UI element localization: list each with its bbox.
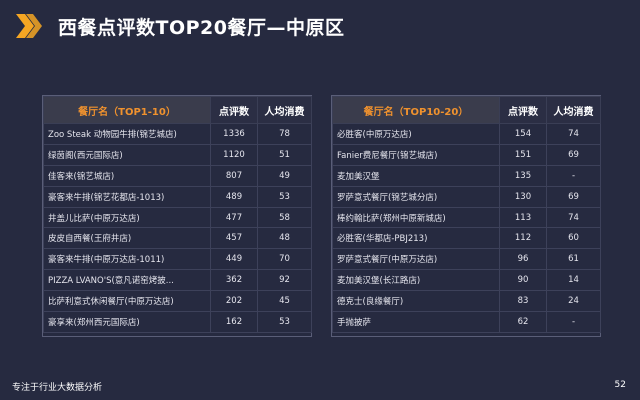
restaurant-name-cell: 麦加美汉堡 — [332, 164, 500, 187]
review-count-cell: 113 — [499, 206, 547, 229]
restaurant-name-cell: 必胜客(中原万达店) — [332, 123, 500, 145]
avg-spend-cell: 45 — [257, 290, 312, 313]
restaurant-name-cell: 德克士(良缘餐厅) — [332, 290, 500, 313]
review-count-cell: 62 — [499, 311, 547, 333]
restaurant-name-cell: 佳客来(锦艺城店) — [43, 164, 211, 187]
footer-tagline: 专注于行业大数据分析 — [12, 383, 103, 393]
column-header-reviews: 点评数 — [210, 96, 258, 124]
avg-spend-cell: 49 — [257, 164, 312, 187]
restaurant-name-cell: Fanier费尼餐厅(锦艺城店) — [332, 143, 500, 166]
column-header-restaurant: 餐厅名（TOP10-20） — [332, 96, 500, 124]
table-row: PIZZA LVANO'S(意凡诺窑烤披... 362 92 — [43, 269, 312, 292]
review-count-cell: 154 — [499, 123, 547, 145]
table-row: 麦加美汉堡 135- — [332, 164, 601, 187]
column-header-avg-spend: 人均消费 — [257, 96, 312, 124]
avg-spend-cell: 53 — [257, 311, 312, 333]
avg-spend-cell: 69 — [546, 143, 601, 166]
review-count-cell: 477 — [210, 206, 258, 229]
review-count-cell: 90 — [499, 269, 547, 292]
restaurant-name-cell: 棒约翰比萨(郑州中原新城店) — [332, 206, 500, 229]
review-count-cell: 457 — [210, 227, 258, 250]
review-count-cell: 151 — [499, 143, 547, 166]
table-row: 麦加美汉堡(长江路店) 90 14 — [332, 269, 601, 292]
review-count-cell: 449 — [210, 248, 258, 271]
column-header-restaurant: 餐厅名（TOP1-10） — [43, 96, 211, 124]
restaurant-name-cell: 皮皮自西餐(王府井店) — [43, 227, 211, 250]
table-header-row: 餐厅名（TOP1-10） 点评数 人均消费 — [43, 96, 312, 124]
avg-spend-cell: 92 — [257, 269, 312, 292]
table-row: 豪享来(郑州西元国际店) 162 53 — [43, 311, 312, 333]
review-count-cell: 202 — [210, 290, 258, 313]
page-number: 52 — [614, 380, 626, 390]
table-row: 手抛披萨 62- — [332, 311, 601, 333]
avg-spend-cell: 24 — [546, 290, 601, 313]
avg-spend-cell: 48 — [257, 227, 312, 250]
table-row: Zoo Steak 动物园牛排(锦艺城店) 1336 78 — [43, 123, 312, 145]
table-row: 棒约翰比萨(郑州中原新城店) 113 74 — [332, 206, 601, 229]
table-row: 德克士(良缘餐厅) 83 24 — [332, 290, 601, 313]
avg-spend-cell: 14 — [546, 269, 601, 292]
review-count-cell: 96 — [499, 248, 547, 271]
restaurant-name-cell: 手抛披萨 — [332, 311, 500, 333]
table-row: 豪客来牛排(中原万达店-1011) 449 70 — [43, 248, 312, 271]
avg-spend-cell: 69 — [546, 185, 601, 208]
restaurant-name-cell: 豪享来(郑州西元国际店) — [43, 311, 211, 333]
title-bar: 西餐点评数TOP20餐厅—中原区 — [14, 12, 344, 40]
restaurant-name-cell: 麦加美汉堡(长江路店) — [332, 269, 500, 292]
review-count-cell: 83 — [499, 290, 547, 313]
table-row: 井盖儿比萨(中原万达店) 477 58 — [43, 206, 312, 229]
avg-spend-cell: 78 — [257, 123, 312, 145]
table-header-row: 餐厅名（TOP10-20） 点评数 人均消费 — [332, 96, 601, 124]
table-row: 罗萨意式餐厅(中原万达店) 96 61 — [332, 248, 601, 271]
restaurant-name-cell: 绿茵阁(西元国际店) — [43, 143, 211, 166]
review-count-cell: 1120 — [210, 143, 258, 166]
table-row: 罗萨意式餐厅(锦艺城分店) 130 69 — [332, 185, 601, 208]
avg-spend-cell: 74 — [546, 123, 601, 145]
table-row: 比萨利意式休闲餐厅(中原万达店) 202 45 — [43, 290, 312, 313]
restaurant-name-cell: 必胜客(华都店-PBJ213) — [332, 227, 500, 250]
restaurant-name-cell: 比萨利意式休闲餐厅(中原万达店) — [43, 290, 211, 313]
table-row: 豪客来牛排(锦艺花都店-1013) 489 53 — [43, 185, 312, 208]
review-count-cell: 362 — [210, 269, 258, 292]
avg-spend-cell: 53 — [257, 185, 312, 208]
restaurant-name-cell: 罗萨意式餐厅(中原万达店) — [332, 248, 500, 271]
avg-spend-cell: 74 — [546, 206, 601, 229]
avg-spend-cell: 61 — [546, 248, 601, 271]
avg-spend-cell: - — [546, 164, 601, 187]
table-row: Fanier费尼餐厅(锦艺城店) 151 69 — [332, 143, 601, 166]
table-row: 佳客来(锦艺城店) 807 49 — [43, 164, 312, 187]
avg-spend-cell: 60 — [546, 227, 601, 250]
column-header-avg-spend: 人均消费 — [546, 96, 601, 124]
review-count-cell: 130 — [499, 185, 547, 208]
restaurant-name-cell: 井盖儿比萨(中原万达店) — [43, 206, 211, 229]
review-count-cell: 162 — [210, 311, 258, 333]
double-chevron-icon — [14, 12, 44, 40]
ranking-table-top10-20: 餐厅名（TOP10-20） 点评数 人均消费 必胜客(中原万达店) 154 74 Fa… — [331, 95, 601, 337]
review-count-cell: 135 — [499, 164, 547, 187]
page-title: 西餐点评数TOP20餐厅—中原区 — [58, 16, 345, 39]
column-header-reviews: 点评数 — [499, 96, 547, 124]
avg-spend-cell: - — [546, 311, 601, 333]
review-count-cell: 1336 — [210, 123, 258, 145]
table-row: 必胜客(中原万达店) 154 74 — [332, 123, 601, 145]
review-count-cell: 489 — [210, 185, 258, 208]
restaurant-name-cell: PIZZA LVANO'S(意凡诺窑烤披... — [43, 269, 211, 292]
table-row: 绿茵阁(西元国际店) 1120 51 — [43, 143, 312, 166]
table-row: 皮皮自西餐(王府井店) 457 48 — [43, 227, 312, 250]
restaurant-name-cell: 豪客来牛排(中原万达店-1011) — [43, 248, 211, 271]
table-row: 必胜客(华都店-PBJ213) 112 60 — [332, 227, 601, 250]
restaurant-name-cell: 罗萨意式餐厅(锦艺城分店) — [332, 185, 500, 208]
restaurant-name-cell: Zoo Steak 动物园牛排(锦艺城店) — [43, 123, 211, 145]
restaurant-name-cell: 豪客来牛排(锦艺花都店-1013) — [43, 185, 211, 208]
review-count-cell: 112 — [499, 227, 547, 250]
ranking-table-top1-10: 餐厅名（TOP1-10） 点评数 人均消费 Zoo Steak 动物园牛排(锦艺… — [42, 95, 312, 337]
avg-spend-cell: 70 — [257, 248, 312, 271]
avg-spend-cell: 58 — [257, 206, 312, 229]
review-count-cell: 807 — [210, 164, 258, 187]
avg-spend-cell: 51 — [257, 143, 312, 166]
